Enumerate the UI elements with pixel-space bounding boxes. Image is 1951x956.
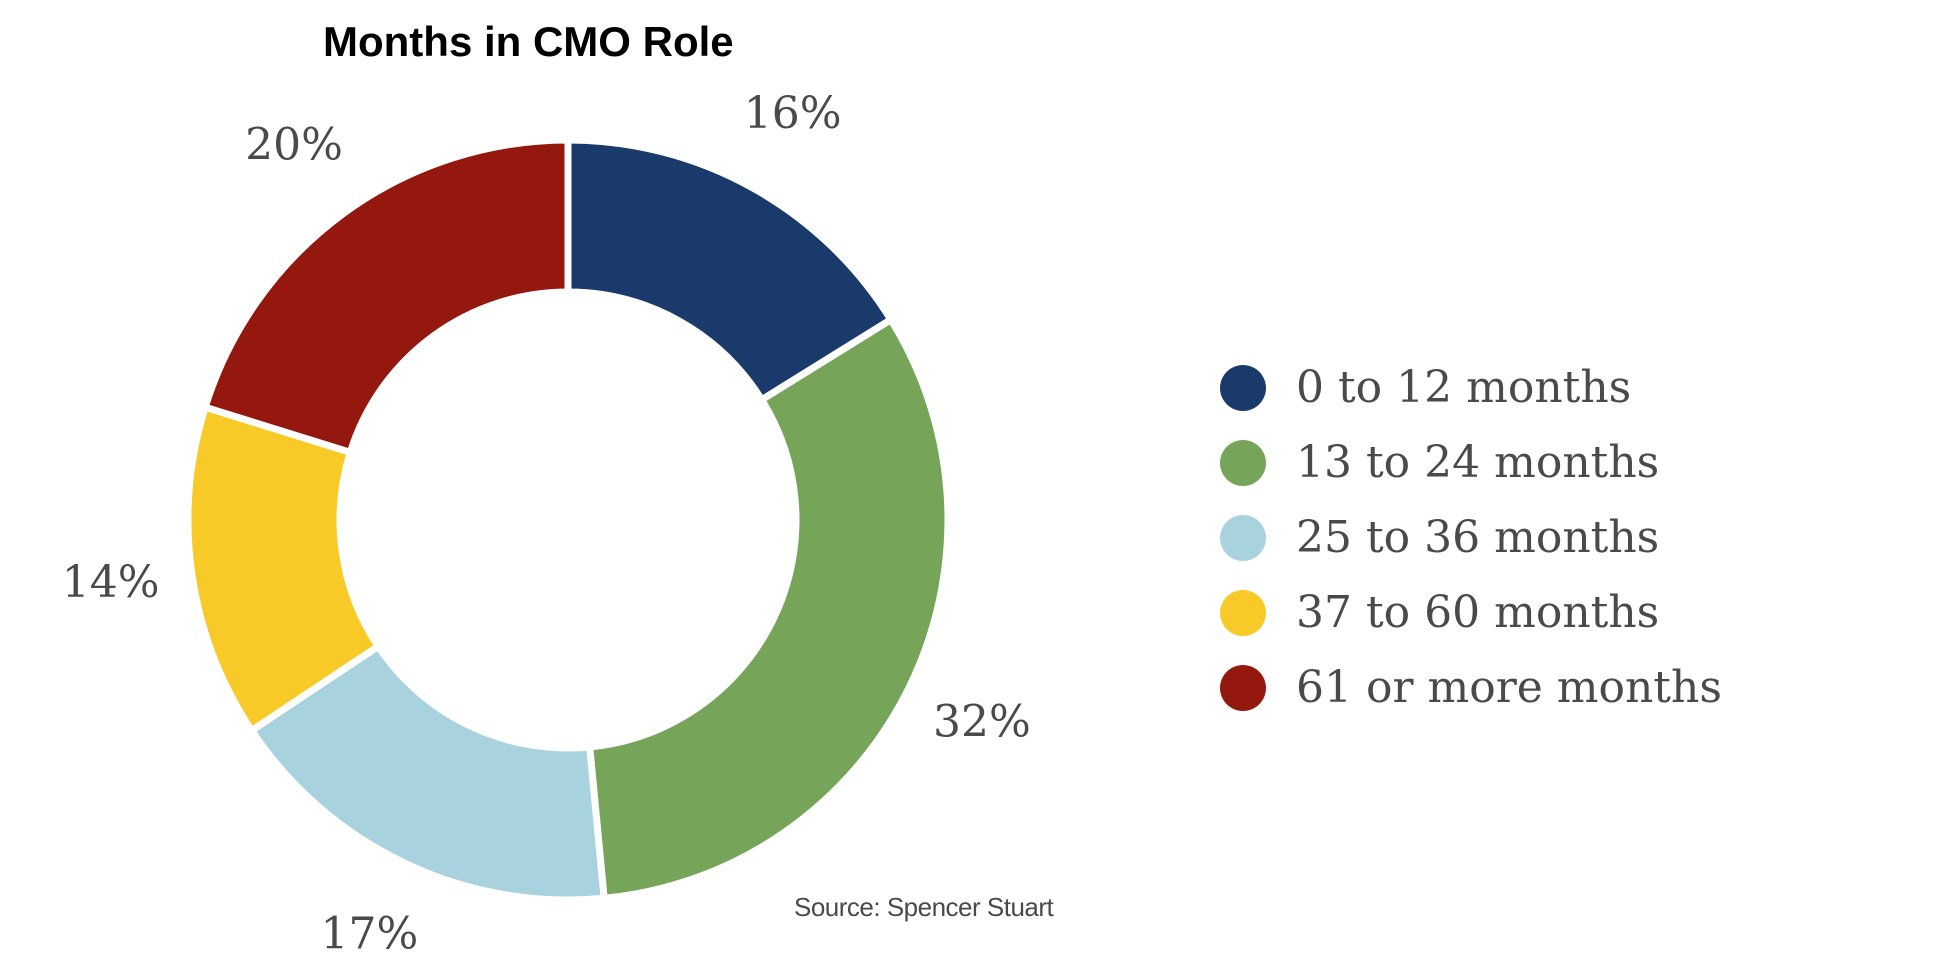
legend-swatch-61-plus [1220, 664, 1266, 711]
chart-title: Months in CMO Role [323, 18, 734, 65]
donut-slices [184, 136, 952, 904]
legend-item-37-60: 37 to 60 months [1220, 575, 1722, 650]
legend-item-25-36: 25 to 36 months [1220, 500, 1722, 575]
slice-0-to-12-months [564, 136, 896, 405]
donut-value-labels: 16% 32% 17% 14% 20% [62, 88, 1031, 956]
legend-label-37-60: 37 to 60 months [1296, 587, 1660, 638]
slice-61-or-more-months [200, 136, 572, 457]
slice-13-to-24-months [585, 314, 952, 903]
legend-label-25-36: 25 to 36 months [1296, 512, 1660, 563]
legend-item-13-24: 13 to 24 months [1220, 425, 1722, 500]
legend: 0 to 12 months 13 to 24 months 25 to 36 … [1220, 350, 1722, 725]
legend-swatch-13-24 [1220, 439, 1266, 486]
legend-swatch-0-12 [1220, 364, 1266, 411]
legend-swatch-25-36 [1220, 514, 1266, 561]
legend-label-0-12: 0 to 12 months [1296, 362, 1632, 413]
legend-item-0-12: 0 to 12 months [1220, 350, 1722, 425]
slice-25-to-36-months [246, 641, 608, 904]
source-note: Source: Spencer Stuart [794, 892, 1054, 922]
legend-item-61-plus: 61 or more months [1220, 650, 1722, 725]
value-label-61-or-more-months: 20% [245, 119, 343, 170]
legend-label-13-24: 13 to 24 months [1296, 437, 1660, 488]
legend-swatch-37-60 [1220, 589, 1266, 636]
value-label-13-to-24-months: 32% [933, 697, 1031, 748]
value-label-37-to-60-months: 14% [62, 557, 160, 608]
value-label-0-to-12-months: 16% [744, 88, 842, 139]
legend-label-61-plus: 61 or more months [1296, 662, 1722, 713]
value-label-25-to-36-months: 17% [321, 909, 419, 956]
